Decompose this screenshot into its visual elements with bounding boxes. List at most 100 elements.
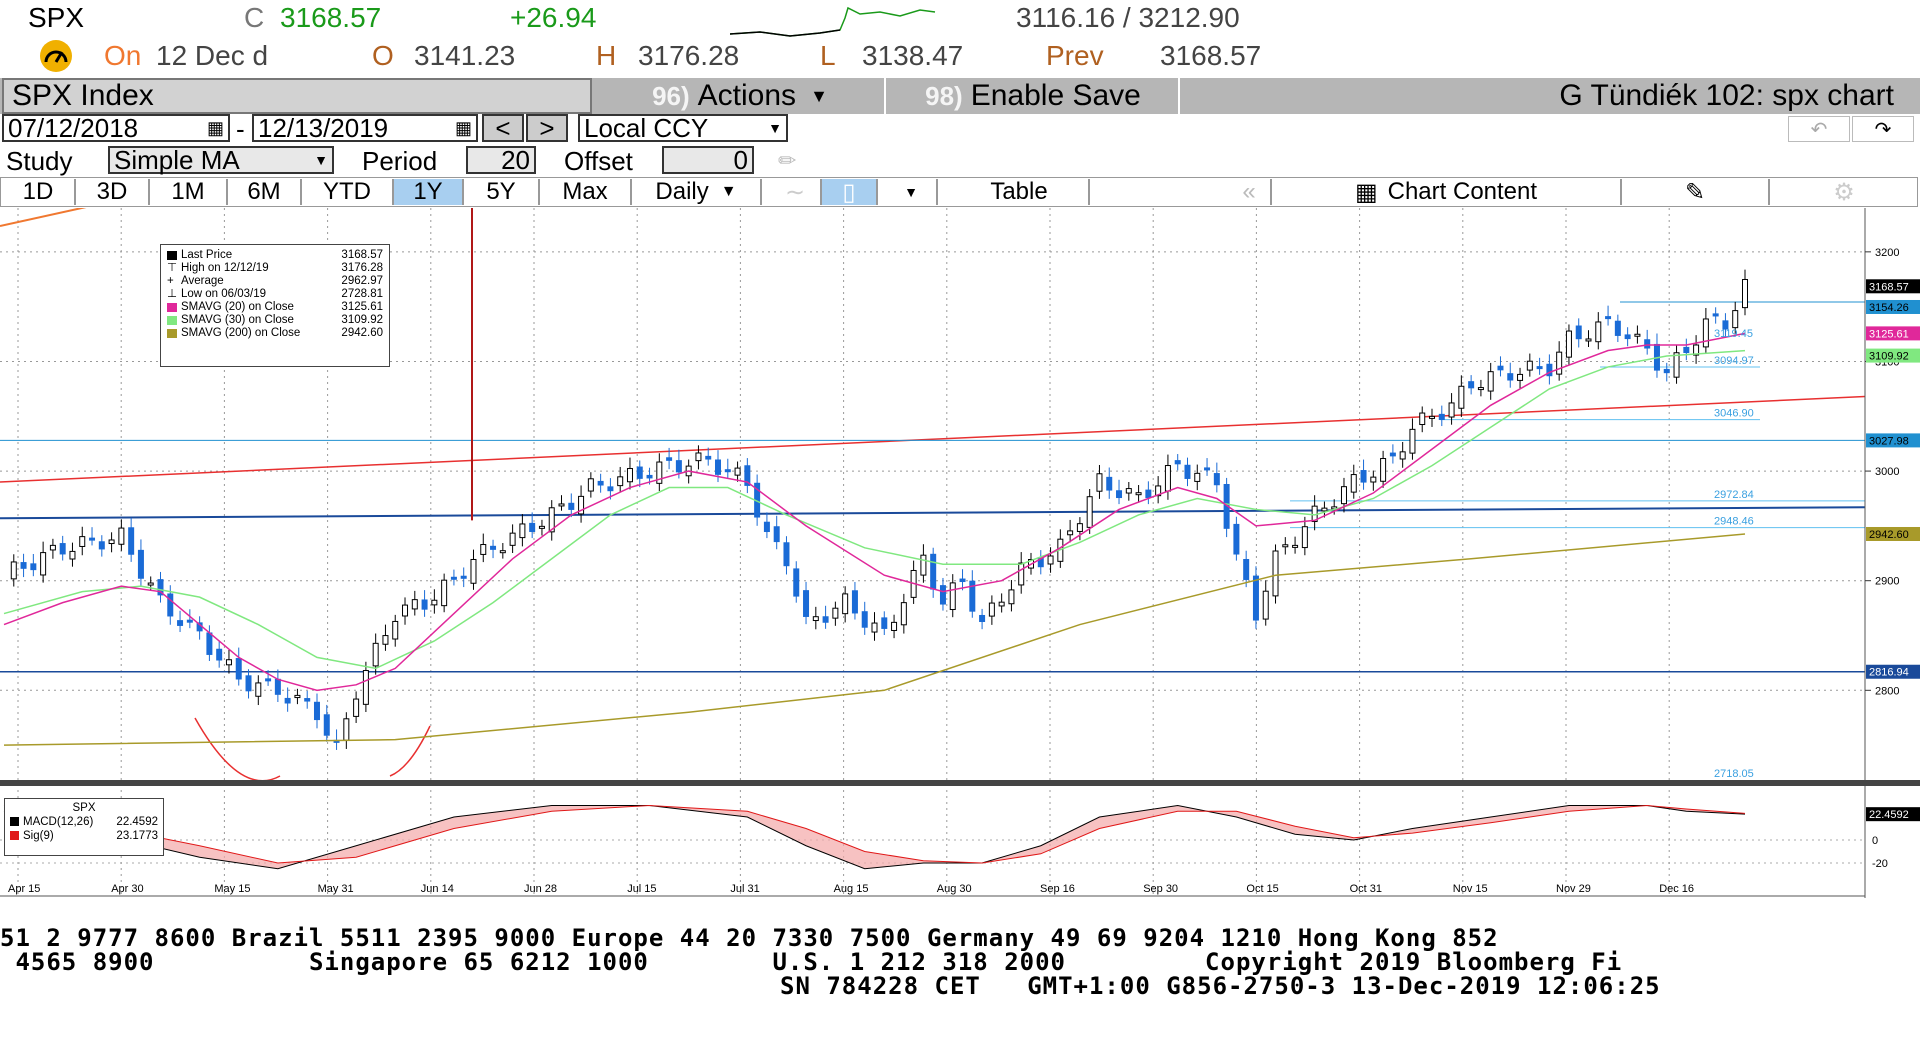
candle-body (421, 599, 428, 610)
prev-period-button[interactable]: < (482, 113, 524, 143)
candle-body (1282, 544, 1289, 548)
tab-1m[interactable]: 1M (150, 178, 228, 205)
currency-select[interactable]: Local CCY ▼ (578, 113, 788, 143)
edit-chart-icon[interactable]: ✎ (1622, 179, 1770, 206)
pencil-icon[interactable]: ✏ (778, 148, 797, 173)
candle-body (675, 460, 682, 473)
candle-body (304, 698, 311, 702)
candle-body (1448, 402, 1455, 418)
legend-row: Sig(9) 23.1773 (10, 829, 158, 843)
candle-body (1468, 381, 1475, 389)
undo-icon[interactable]: ↶ (1788, 116, 1850, 142)
tab-1d[interactable]: 1D (2, 178, 76, 205)
line-chart-icon[interactable]: ∼ (770, 179, 822, 206)
offset-input[interactable]: 0 (662, 145, 754, 175)
enable-save-button[interactable]: 98) Enable Save (888, 78, 1180, 114)
security-name: SPX Index (12, 79, 154, 112)
candle-body (1429, 415, 1436, 419)
next-period-button[interactable]: > (526, 113, 568, 143)
candle-body (871, 622, 878, 633)
close-label: C (244, 2, 265, 33)
low-value: 3138.47 (862, 40, 964, 71)
candle-body (1233, 523, 1240, 555)
calendar-icon[interactable]: ▦ (206, 117, 224, 138)
low-label: L (820, 40, 836, 71)
candle-body (235, 658, 242, 680)
candle-body (20, 562, 27, 569)
candle-body (1458, 385, 1465, 409)
calendar-icon[interactable]: ▦ (454, 117, 472, 138)
settings-gear-icon[interactable]: ⚙ (1833, 178, 1855, 206)
collapse-icon[interactable]: « (1228, 178, 1272, 205)
period-input[interactable]: 20 (466, 145, 536, 175)
candle-body (832, 607, 839, 619)
candle-body (1350, 474, 1357, 493)
legend-row: SMAVG (30) on Close 3109.92 (167, 314, 383, 327)
candle-body (1360, 470, 1367, 483)
tab-ytd[interactable]: YTD (302, 178, 394, 205)
chart-content-button[interactable]: ▦ Chart Content (1272, 178, 1622, 206)
date-to-field[interactable]: 12/13/2019 ▦ (252, 113, 478, 143)
date-from-field[interactable]: 07/12/2018 ▦ (2, 113, 230, 143)
price-badge (1866, 433, 1920, 448)
fib-label: 2718.05 (1714, 768, 1754, 780)
panel-separator (0, 780, 1920, 786)
macd-tick-label: 0 (1872, 835, 1878, 847)
candle-body (1605, 316, 1612, 320)
legend-row: ⊤ High on 12/12/19 3176.28 (167, 262, 383, 274)
date-separator: - (236, 114, 245, 144)
candle-body (597, 480, 604, 486)
fib-label: 3046.90 (1714, 408, 1754, 420)
candle-body (1722, 320, 1729, 330)
candle-body (441, 579, 448, 607)
candle-body (137, 549, 144, 579)
candle-chart-icon[interactable]: ▯ (822, 179, 878, 206)
x-tick-label: Apr 15 (8, 883, 40, 895)
price-badge (1866, 664, 1920, 679)
candle-body (245, 675, 252, 692)
candle-body (1292, 544, 1299, 548)
actions-menu[interactable]: 96) Actions ▼ (596, 78, 886, 114)
candle-body (979, 614, 986, 622)
price-badge-label: 3125.61 (1869, 328, 1909, 340)
candle-body (1076, 523, 1083, 532)
candle-body (1634, 333, 1641, 337)
candle-body (118, 527, 125, 545)
candle-body (1272, 550, 1279, 597)
candle-body (1624, 334, 1631, 340)
candle-body (1204, 467, 1211, 471)
chart-type-dropdown-icon[interactable]: ▼ (886, 179, 938, 205)
price-badge-label: 3109.92 (1869, 351, 1909, 363)
y-tick-label: 3200 (1875, 247, 1899, 259)
study-select[interactable]: Simple MA ▼ (108, 145, 334, 175)
candle-body (734, 467, 741, 476)
price-badge-label: 3027.98 (1869, 435, 1909, 447)
tab-max[interactable]: Max (540, 178, 632, 205)
candle-body (1419, 412, 1426, 426)
change: +26.94 (510, 2, 597, 33)
tab-3d[interactable]: 3D (76, 178, 150, 205)
x-tick-label: Oct 31 (1350, 883, 1382, 895)
candle-body (666, 457, 673, 461)
redo-icon[interactable]: ↷ (1852, 116, 1914, 142)
fib-label: 2972.84 (1714, 489, 1754, 501)
x-tick-label: Jun 28 (524, 883, 557, 895)
tab-6m[interactable]: 6M (228, 178, 302, 205)
macd-legend: SPX MACD(12,26) 22.4592 Sig(9) 23.1773 (4, 798, 164, 856)
sma20-line (3, 332, 1746, 692)
candle-body (1106, 476, 1113, 491)
frequency-select[interactable]: Daily ▼ (632, 178, 762, 205)
speedometer-icon[interactable] (40, 40, 72, 72)
security-field[interactable]: SPX Index (2, 78, 592, 114)
candle-body (343, 718, 350, 741)
symbol: SPX (28, 2, 85, 33)
tab-1y[interactable]: 1Y (394, 178, 464, 205)
candle-body (108, 539, 115, 545)
candle-body (1243, 558, 1250, 580)
candle-body (1340, 486, 1347, 505)
fib-label: 3094.97 (1714, 355, 1754, 367)
table-button[interactable]: Table (950, 178, 1090, 205)
tab-5y[interactable]: 5Y (464, 178, 540, 205)
candle-body (724, 469, 731, 473)
candle-body (617, 476, 624, 487)
